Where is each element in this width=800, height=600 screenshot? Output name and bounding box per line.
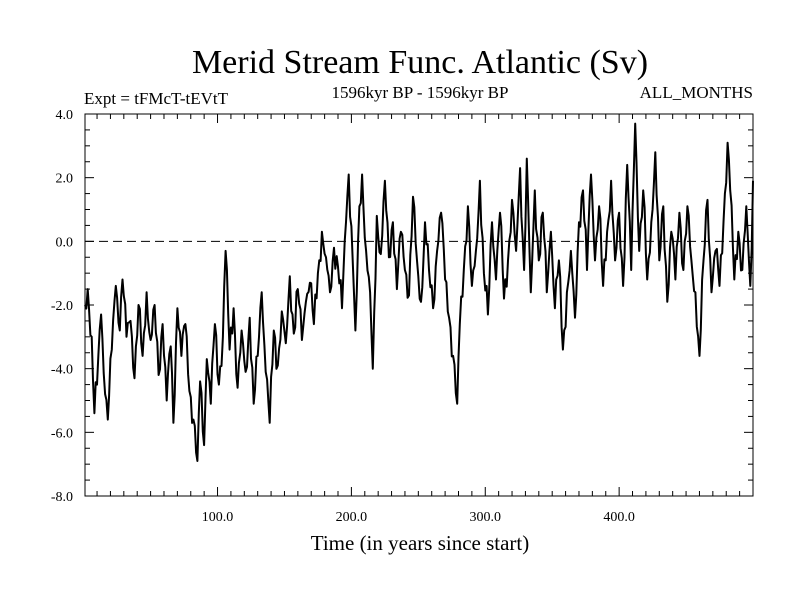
x-tick-labels: 100.0 200.0 300.0 400.0: [202, 510, 635, 525]
y-tick-label: -8.0: [51, 490, 73, 505]
y-tick-label: 2.0: [56, 172, 74, 187]
plot-frame: [84, 113, 754, 497]
y-tick-label: -2.0: [51, 299, 73, 314]
y-tick-labels: -8.0 -6.0 -4.0 -2.0 0.0 2.0 4.0: [51, 108, 73, 505]
x-tick-label: 100.0: [202, 510, 234, 525]
chart-title: Merid Stream Func. Atlantic (Sv): [192, 44, 648, 81]
series-line: [84, 122, 754, 462]
chart-period-label: ALL_MONTHS: [640, 83, 753, 102]
x-axis-label: Time (in years since start): [311, 531, 530, 555]
x-tick-label: 400.0: [603, 510, 635, 525]
chart-experiment-label: Expt = tFMcT-tEVtT: [84, 89, 229, 108]
y-tick-label: 0.0: [56, 235, 74, 250]
axis-ticks: [85, 113, 753, 497]
x-tick-label: 200.0: [336, 510, 368, 525]
chart-subtitle: 1596kyr BP - 1596kyr BP: [332, 83, 509, 102]
y-tick-label: 4.0: [56, 108, 74, 123]
x-tick-label: 300.0: [470, 510, 502, 525]
y-tick-label: -6.0: [51, 426, 73, 441]
y-tick-label: -4.0: [51, 363, 73, 378]
